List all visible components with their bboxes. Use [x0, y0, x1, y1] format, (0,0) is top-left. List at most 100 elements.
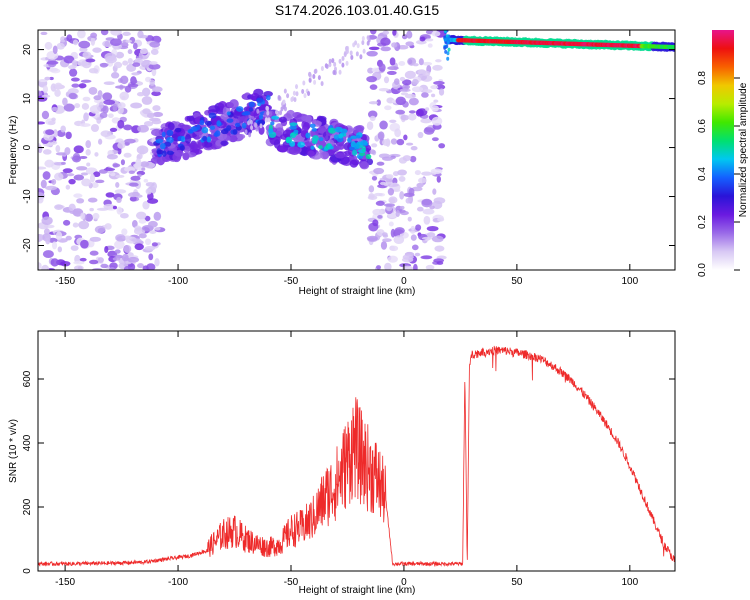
spectrogram-cell	[144, 215, 151, 222]
spectrogram-cell	[150, 156, 161, 164]
spectrogram-cell	[112, 163, 121, 168]
spectrogram-cell	[407, 216, 412, 222]
spectrogram-cell	[100, 130, 112, 138]
spectrogram-cell	[432, 188, 437, 195]
spectrogram-cell	[385, 174, 394, 179]
spectrogram-cell	[145, 182, 155, 187]
spectrogram-cell	[133, 79, 138, 84]
spectrogram-cell	[100, 263, 109, 269]
spectrogram-cell	[63, 55, 75, 64]
spectrogram-cell	[92, 267, 103, 270]
spectrogram-cell	[89, 105, 101, 114]
spectrogram-cell	[318, 137, 324, 142]
spectrogram-cell	[160, 142, 166, 150]
spectrogram-cell	[78, 40, 91, 49]
spectrogram-cell	[263, 90, 273, 97]
spectrogram-cell	[68, 203, 76, 212]
spectrogram-cell	[376, 161, 385, 166]
spectrogram-cell	[69, 210, 82, 215]
spectrogram-cell	[127, 58, 133, 65]
spectrogram-cell	[276, 145, 289, 153]
spectrogram-cell	[360, 140, 368, 146]
spectrogram-cell	[422, 61, 433, 66]
spectrogram-cell	[51, 117, 56, 122]
spectrogram-cell	[361, 145, 367, 153]
spectrogram-cell	[70, 245, 79, 251]
spectrogram-cell	[289, 140, 296, 147]
spectrogram-cell	[69, 68, 78, 77]
spectrogram-cell	[62, 97, 68, 106]
spectrogram-cell	[393, 78, 400, 86]
spectrogram-cell	[672, 44, 675, 50]
spectrogram-cell	[347, 137, 352, 143]
spectrogram-cell	[214, 130, 221, 137]
spectrogram-cell	[105, 55, 117, 64]
spectrogram-cell	[80, 172, 89, 176]
spectrogram-cell	[366, 50, 378, 57]
spectrogram-cell	[161, 131, 166, 138]
spectrogram-cell	[220, 128, 229, 135]
spectrogram-cell	[383, 76, 390, 84]
spectrogram-cell	[382, 238, 392, 243]
spectrogram-cell	[38, 195, 44, 204]
spectrogram-cell	[312, 74, 316, 80]
spectrogram-cell	[89, 259, 99, 265]
spectrogram-cell	[71, 83, 80, 88]
spectrogram-cell	[292, 90, 296, 96]
spectrogram-cell	[114, 249, 121, 254]
spectrogram-cell	[394, 227, 405, 235]
spectrogram-cell	[341, 56, 345, 62]
spectrogram-cell	[266, 94, 271, 101]
spectrogram-cell	[142, 108, 151, 115]
spectrogram-cell	[55, 145, 61, 153]
spectrogram-cell	[90, 36, 96, 46]
spectrogram-cell	[443, 30, 447, 33]
spectrogram-cell	[113, 61, 123, 69]
spectrogram-cell	[352, 149, 358, 156]
spectrogram-cell	[420, 118, 432, 124]
spectrogram-cell	[139, 34, 148, 39]
spectrogram-cell	[112, 205, 118, 210]
spectrogram-cell	[422, 70, 431, 77]
figure-title: S174.2026.103.01.40.G15	[275, 2, 439, 18]
spectrogram-cell	[404, 93, 417, 99]
spectrogram-cell	[85, 149, 91, 156]
spectrogram-cell	[79, 155, 88, 159]
spectrogram-cell	[380, 240, 388, 250]
spectrogram-cell	[412, 63, 419, 67]
spectrogram-cell	[143, 178, 149, 183]
colorbar-label: Normalized spectral amplitude	[738, 82, 749, 217]
spectrogram-cell	[309, 123, 316, 129]
spectrogram-cell	[89, 207, 94, 212]
colorbar-tick-label: 0.0	[697, 263, 708, 277]
spectrogram-cell	[421, 92, 429, 98]
spectrogram-cell	[302, 80, 306, 86]
spectrogram-cell	[289, 122, 298, 127]
spectrogram-cell	[386, 70, 397, 76]
spectrogram-cell	[444, 49, 448, 54]
spectrogram-cell	[301, 88, 305, 94]
y-tick-label: -10	[22, 189, 33, 204]
spectrogram-cell	[402, 155, 412, 162]
spectrogram-cell	[92, 47, 102, 53]
spectrogram-cell	[418, 177, 427, 184]
spectrogram-cell	[66, 34, 73, 42]
spectrogram-cell	[416, 182, 424, 188]
spectrogram-cell	[117, 141, 126, 149]
spectrogram-cell	[232, 129, 238, 135]
spectrogram-cell	[366, 35, 370, 41]
spectrogram-cell	[435, 59, 442, 63]
spectrogram-cell	[426, 225, 439, 232]
spectrogram-cell	[415, 224, 422, 231]
x-tick-label: 0	[401, 276, 407, 287]
spectrogram-cell	[51, 178, 57, 185]
spectrogram-cell	[110, 38, 122, 47]
spectrogram-cell	[372, 208, 383, 216]
spectrogram-cell	[118, 102, 126, 109]
spectrogram-cell	[52, 45, 58, 55]
spectrogram-cell	[337, 133, 344, 139]
spectrogram-cell	[96, 116, 102, 124]
spectrogram-cell	[44, 159, 55, 168]
spectrogram-cell	[100, 30, 109, 36]
